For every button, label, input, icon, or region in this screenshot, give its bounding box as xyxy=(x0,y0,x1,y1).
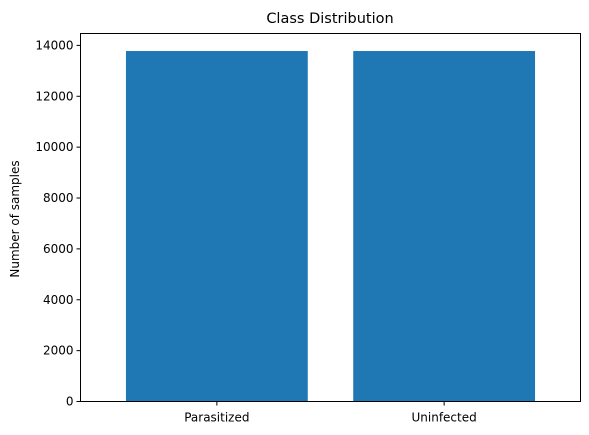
y-tick-label: 8000 xyxy=(43,191,74,205)
bars-layer xyxy=(125,51,536,402)
x-tick-label: Parasitized xyxy=(184,411,249,425)
chart-title: Class Distribution xyxy=(266,11,393,27)
x-axis: Parasitized Uninfected xyxy=(184,401,477,425)
x-tick-label: Uninfected xyxy=(412,411,477,425)
bar-parasitized xyxy=(125,51,308,402)
y-tick-label: 10000 xyxy=(35,140,73,154)
bar-uninfected xyxy=(353,51,536,402)
y-axis-label: Number of samples xyxy=(8,160,22,277)
y-axis: 0 2000 4000 6000 8000 10000 12000 14000 xyxy=(35,38,81,409)
y-tick-label: 14000 xyxy=(35,38,73,52)
plot-frame xyxy=(80,33,581,402)
y-tick-label: 12000 xyxy=(35,89,73,103)
y-tick-label: 6000 xyxy=(43,242,74,256)
y-tick-label: 2000 xyxy=(43,344,74,358)
y-tick-label: 4000 xyxy=(43,293,74,307)
y-tick-label: 0 xyxy=(66,395,74,409)
